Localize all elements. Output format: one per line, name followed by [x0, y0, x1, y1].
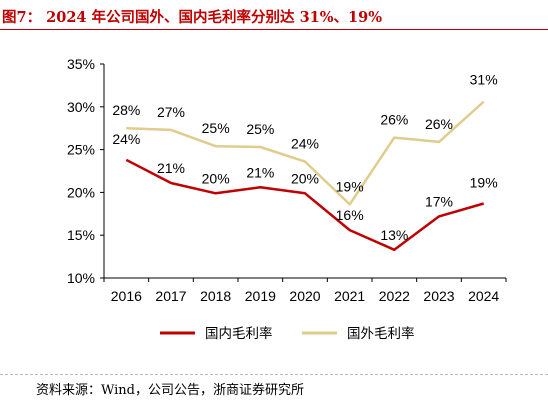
domestic-data-label: 13% [380, 227, 408, 243]
footer-rule [0, 374, 548, 375]
domestic-data-label: 17% [425, 193, 453, 209]
domestic-data-label: 20% [202, 170, 230, 186]
x-tick-label: 2018 [200, 288, 231, 304]
overseas-data-label: 25% [202, 120, 230, 136]
overseas-data-label: 19% [336, 178, 364, 194]
overseas-data-label: 24% [291, 136, 319, 152]
source-note: 资料来源：Wind，公司公告，浙商证券研究所 [36, 383, 304, 398]
overseas-data-label: 26% [380, 112, 408, 128]
x-tick-label: 2020 [289, 288, 320, 304]
y-tick-label: 25% [67, 142, 95, 158]
y-tick-label: 35% [67, 56, 95, 72]
domestic-data-label: 20% [291, 170, 319, 186]
x-tick-label: 2016 [111, 288, 142, 304]
overseas-data-label: 25% [246, 121, 274, 137]
legend-overseas-label: 国外毛利率 [347, 325, 415, 341]
chart-title: 图7： 2024 年公司国外、国内毛利率分别达 31%、19% [2, 9, 383, 26]
overseas-data-label: 28% [112, 102, 140, 118]
x-tick-label: 2024 [468, 288, 499, 304]
y-tick-label: 20% [67, 184, 95, 200]
overseas-margin-line [126, 100, 485, 206]
overseas-data-label: 31% [470, 72, 498, 88]
y-tick-label: 15% [67, 227, 95, 243]
x-tick-label: 2017 [155, 288, 186, 304]
domestic-data-label: 21% [157, 160, 185, 176]
domestic-margin-line [125, 158, 485, 252]
domestic-data-label: 16% [336, 207, 364, 223]
legend-domestic-label: 国内毛利率 [205, 325, 273, 341]
x-tick-label: 2022 [379, 288, 410, 304]
x-tick-label: 2019 [245, 288, 276, 304]
x-tick-label: 2021 [334, 288, 365, 304]
title-rule [0, 29, 548, 30]
y-tick-label: 30% [67, 99, 95, 115]
y-tick-label: 10% [67, 270, 95, 286]
overseas-data-label: 26% [425, 116, 453, 132]
line-chart: 10% 15% 20% 25% 30% 35% 2016 2017 2018 2019 2020 20… [67, 56, 507, 341]
domestic-data-label: 19% [470, 175, 498, 191]
x-tick-label: 2023 [423, 288, 454, 304]
domestic-data-label: 21% [246, 164, 274, 180]
overseas-data-label: 27% [157, 104, 185, 120]
domestic-data-label: 24% [112, 131, 140, 147]
